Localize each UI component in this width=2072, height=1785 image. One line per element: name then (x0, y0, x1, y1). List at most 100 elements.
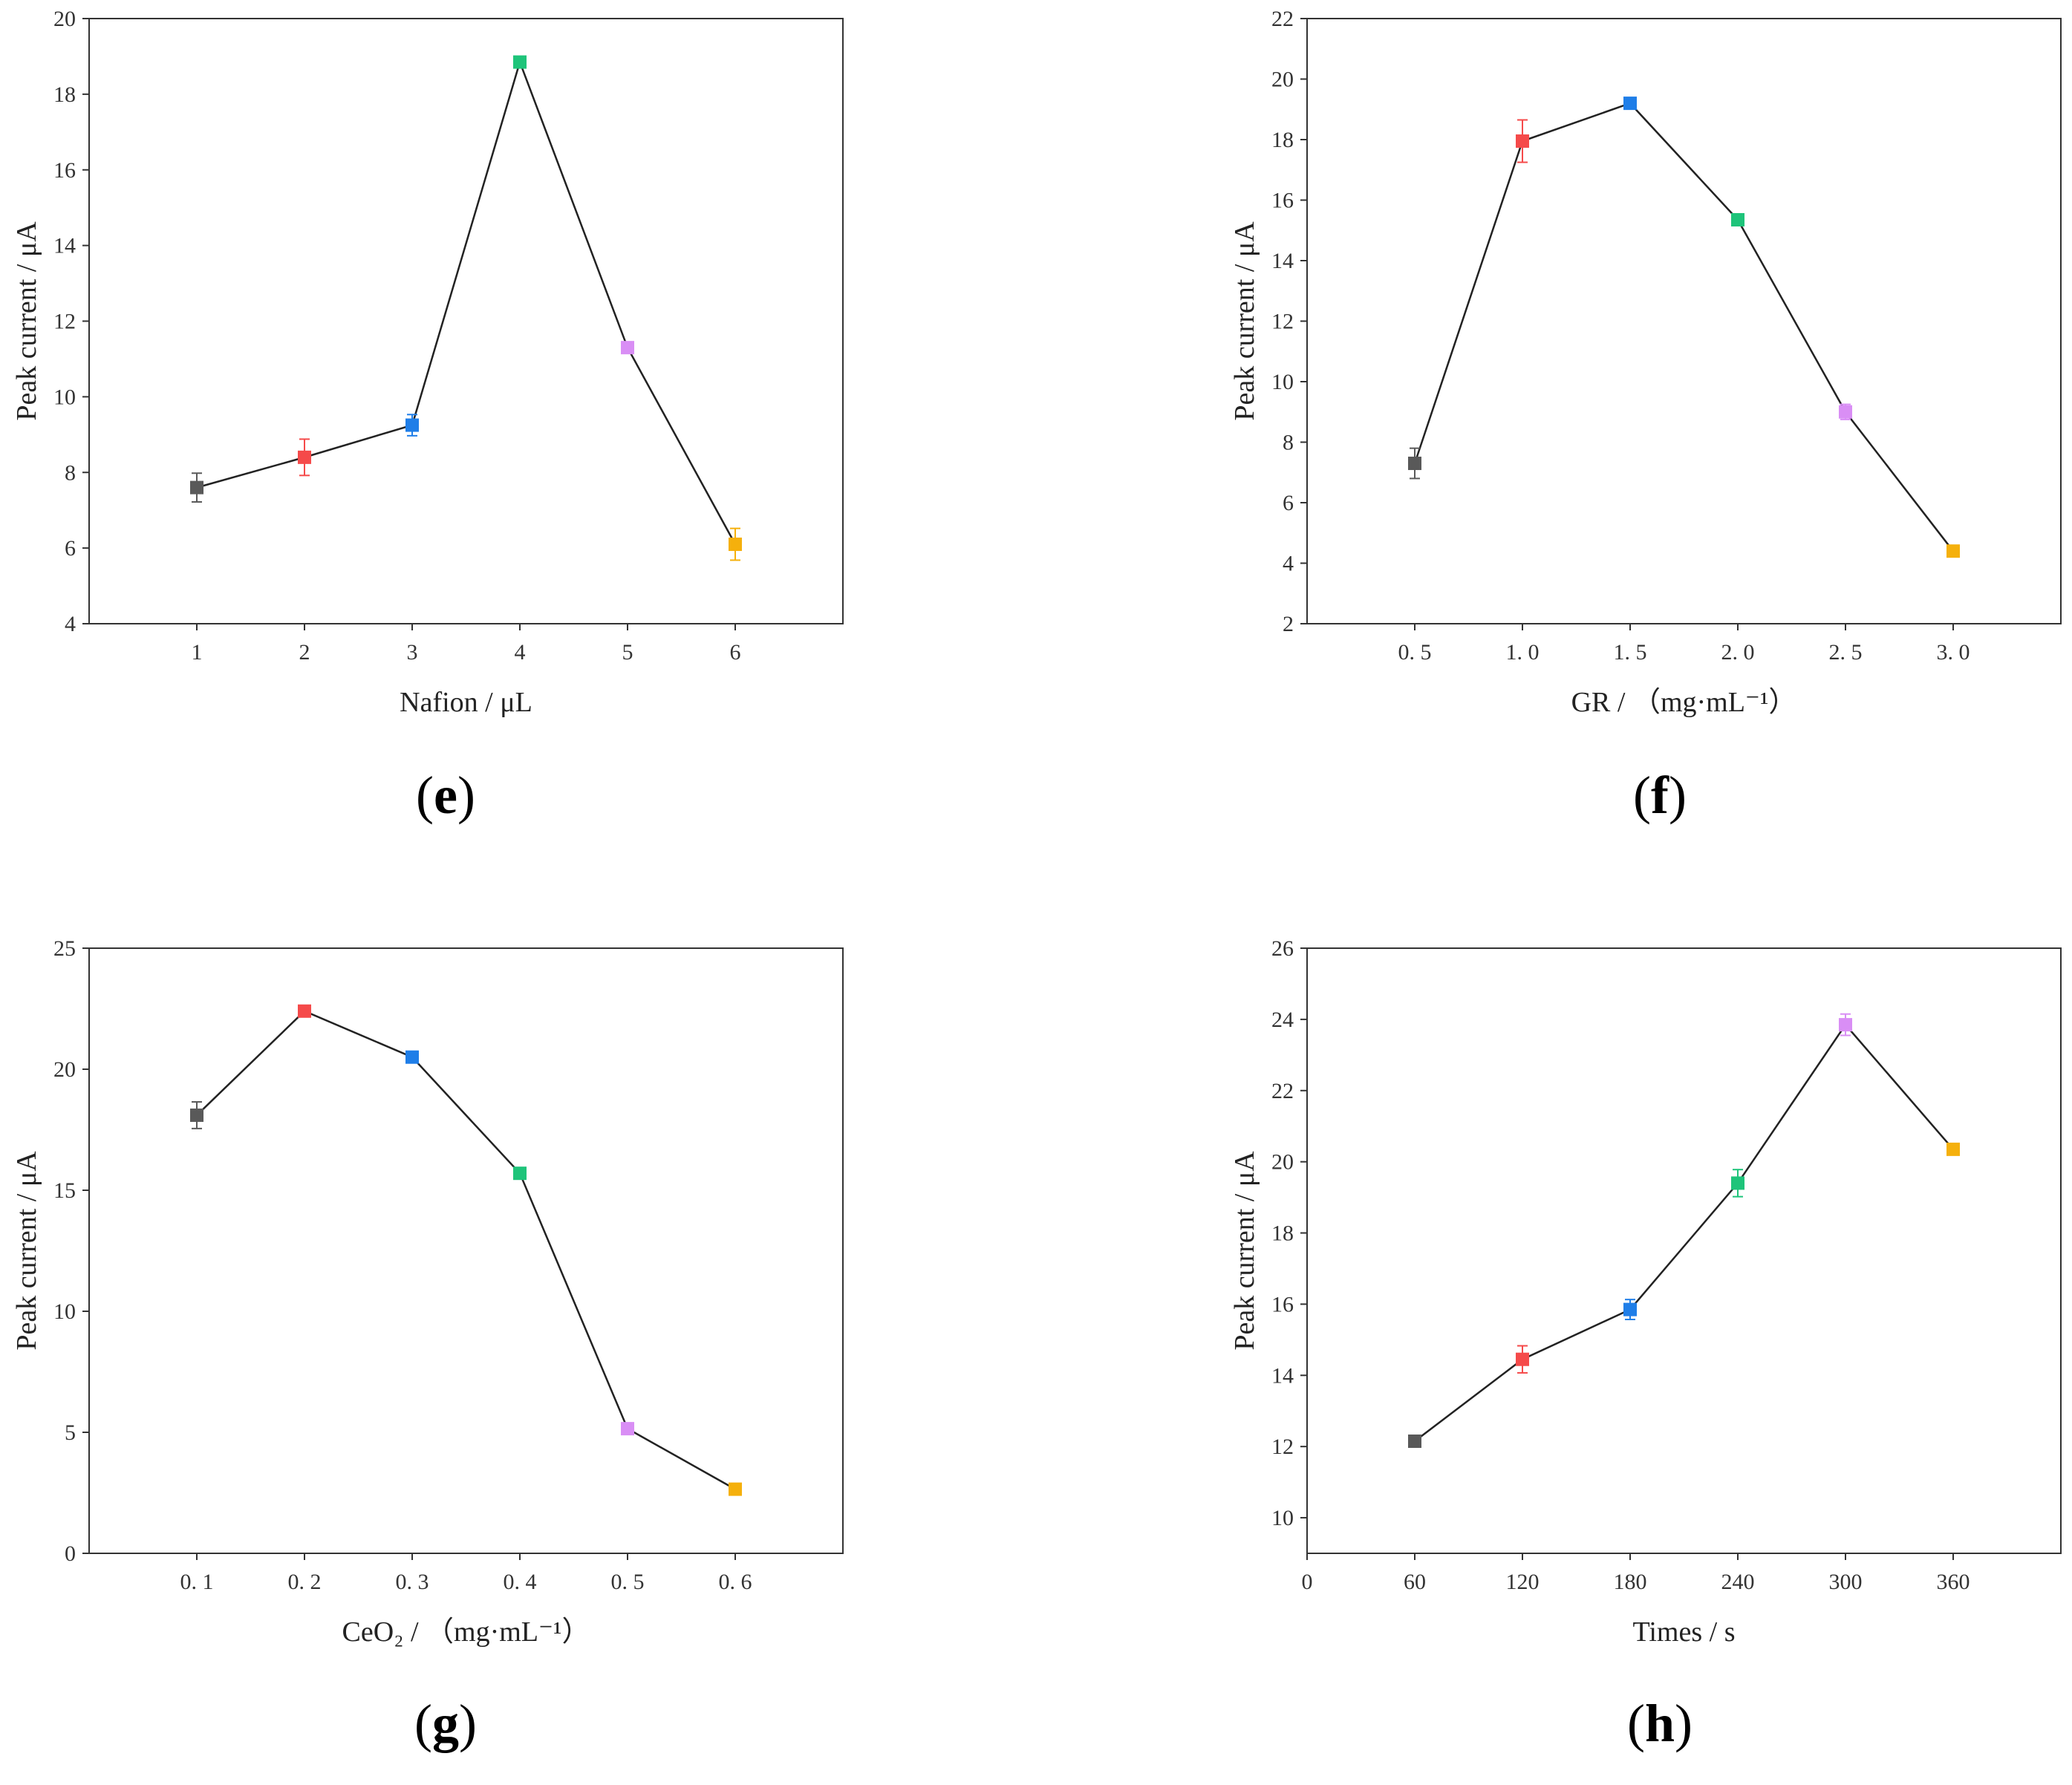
caption-close-paren: ) (459, 1694, 477, 1753)
data-point (513, 55, 527, 69)
y-tick-label: 0 (65, 1541, 76, 1566)
y-tick-label: 14 (1271, 1363, 1294, 1388)
plot-frame (1306, 947, 2062, 1554)
x-tick-label: 1 (192, 640, 203, 665)
series-line (1413, 102, 1954, 552)
chart-panel-h: 10 12 14 16 18 20 22 24 26 0 60 120 180 240 300 360 Time… (1229, 936, 2062, 1753)
y-tick-label: 10 (1271, 1506, 1294, 1530)
y-tick-label: 6 (65, 536, 76, 561)
y-tick-label: 20 (1271, 1150, 1294, 1175)
y-axis-title: Peak current / μA (1229, 1151, 1260, 1351)
caption-close-paren: ) (1669, 766, 1687, 825)
caption-open-paren: ( (414, 1694, 432, 1753)
y-tick-label: 18 (1271, 128, 1294, 152)
data-point (729, 538, 742, 552)
caption-letter: f (1651, 766, 1669, 825)
data-point (1839, 1018, 1852, 1032)
x-axis-title: Nafion / μL (400, 687, 532, 718)
y-tick-label: 22 (1271, 1079, 1294, 1103)
x-tick-label: 0. 3 (396, 1570, 429, 1594)
y-tick-label: 16 (53, 158, 76, 183)
plot-frame (1306, 18, 2062, 624)
y-tick-label: 10 (53, 385, 76, 409)
y-tick-label: 26 (1271, 936, 1294, 961)
y-tick-label: 18 (53, 82, 76, 107)
x-tick-label: 0 (1302, 1570, 1313, 1594)
x-tick-label: 60 (1404, 1570, 1426, 1594)
data-point (1731, 1176, 1744, 1190)
data-point (1946, 544, 1960, 558)
y-tick-label: 20 (53, 1057, 76, 1082)
x-tick-label: 1. 0 (1506, 640, 1540, 665)
x-tick-label: 0. 6 (719, 1570, 752, 1594)
caption-letter: h (1645, 1694, 1675, 1753)
y-tick-label: 4 (1283, 552, 1294, 576)
y-tick-label: 16 (1271, 1292, 1294, 1316)
chart-panel-g: 0 5 10 15 20 25 0. 1 0. 2 0. 3 0. 4 0. 5 0. 6 CeO₂ /… (11, 936, 844, 1753)
x-tick-label: 2. 0 (1721, 640, 1755, 665)
x-tick-label: 0. 5 (1398, 640, 1432, 665)
y-tick-label: 24 (1271, 1008, 1294, 1032)
series-line (196, 59, 737, 545)
x-tick-label: 3. 0 (1937, 640, 1970, 665)
y-tick-label: 2 (1283, 612, 1294, 636)
y-tick-label: 20 (53, 7, 76, 31)
caption-letter: e (434, 766, 457, 825)
y-tick-label: 12 (1271, 1435, 1294, 1459)
caption-close-paren: ) (457, 766, 475, 825)
data-point (1623, 97, 1637, 111)
y-tick-label: 25 (53, 936, 76, 961)
x-tick-label: 0. 5 (611, 1570, 645, 1594)
y-axis-title: Peak current / μA (11, 221, 42, 421)
caption-open-paren: ( (416, 766, 434, 825)
x-tick-label: 360 (1937, 1570, 1970, 1594)
data-point (1516, 134, 1529, 149)
y-tick-label: 14 (53, 234, 76, 258)
data-point (621, 1422, 634, 1436)
y-axis-title: Peak current / μA (1229, 221, 1260, 421)
x-tick-label: 0. 4 (504, 1570, 537, 1594)
chart-panel-f: 2 4 6 8 10 12 14 16 18 20 22 0. 5 1. 0 1. 5 2. 0 2. 5 3.… (1229, 7, 2062, 825)
y-tick-label: 4 (65, 612, 76, 636)
caption-letter: g (432, 1694, 459, 1753)
data-point (1516, 1352, 1529, 1366)
data-point (621, 341, 634, 355)
x-tick-label: 1. 5 (1614, 640, 1647, 665)
x-tick-label: 4 (515, 640, 526, 665)
caption-open-paren: ( (1633, 766, 1651, 825)
panel-caption: (h) (1627, 1694, 1693, 1753)
series-line (196, 1010, 736, 1490)
data-point (1946, 1142, 1960, 1156)
caption-close-paren: ) (1675, 1694, 1693, 1753)
panel-caption: (e) (416, 766, 475, 825)
panel-caption: (g) (414, 1694, 477, 1753)
data-point (1839, 405, 1852, 419)
data-point (1731, 212, 1744, 226)
x-axis-title: Times / s (1633, 1616, 1736, 1648)
x-tick-label: 0. 1 (180, 1570, 214, 1594)
x-tick-label: 0. 2 (288, 1570, 322, 1594)
data-point (1623, 1302, 1637, 1316)
y-tick-label: 12 (1271, 310, 1294, 334)
data-point (729, 1482, 742, 1496)
y-tick-label: 20 (1271, 68, 1294, 92)
data-point (298, 450, 311, 464)
x-tick-label: 120 (1506, 1570, 1540, 1594)
y-tick-label: 8 (65, 460, 76, 485)
y-tick-label: 14 (1271, 249, 1294, 273)
y-tick-label: 8 (1283, 431, 1294, 455)
x-tick-label: 240 (1721, 1570, 1755, 1594)
data-point (1408, 457, 1421, 471)
y-tick-label: 10 (53, 1299, 76, 1324)
x-axis-title: CeO₂ / （mg·mL⁻¹） (342, 1616, 590, 1648)
y-axis-title: Peak current / μA (11, 1151, 42, 1351)
data-point (298, 1004, 311, 1018)
y-tick-label: 6 (1283, 491, 1294, 515)
y-tick-label: 10 (1271, 370, 1294, 394)
data-point (405, 418, 419, 432)
y-tick-label: 18 (1271, 1221, 1294, 1246)
data-point (513, 1166, 527, 1181)
data-point (190, 1108, 203, 1122)
